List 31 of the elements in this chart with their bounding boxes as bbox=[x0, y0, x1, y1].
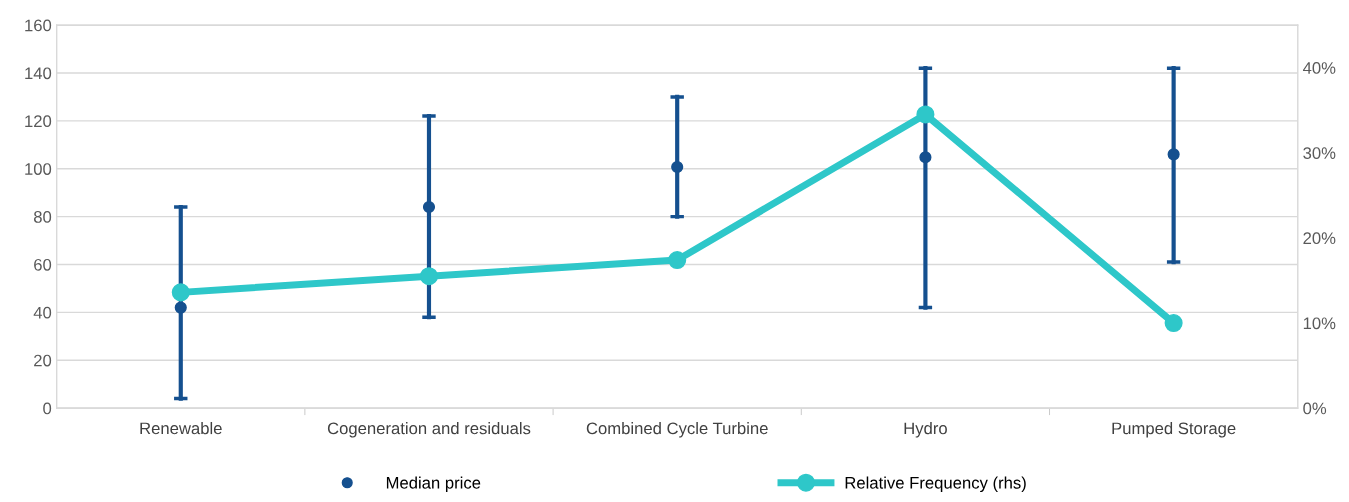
y-tick-label: 0 bbox=[43, 402, 52, 415]
point bbox=[1167, 148, 1180, 161]
legend-label: Relative Frequency (rhs) bbox=[845, 476, 1026, 493]
x-tick-label: Combined Cycle Turbine bbox=[586, 422, 768, 438]
y-tick-label: 160 bbox=[25, 19, 52, 32]
y-tick-label: 120 bbox=[25, 115, 52, 128]
point bbox=[171, 283, 190, 302]
x-tick-label: Hydro bbox=[904, 422, 947, 438]
point bbox=[1164, 313, 1183, 333]
point bbox=[668, 250, 687, 270]
y-tick-label: 140 bbox=[25, 67, 52, 80]
point bbox=[919, 151, 932, 164]
point bbox=[671, 160, 684, 174]
legend-label: Median price bbox=[386, 476, 481, 493]
y2-tick-label: 30% bbox=[1303, 147, 1336, 159]
point bbox=[422, 200, 436, 214]
point bbox=[419, 267, 439, 286]
y-tick-label: 20 bbox=[34, 354, 52, 367]
y-tick-label: 80 bbox=[33, 211, 52, 223]
y-tick-label: 60 bbox=[34, 258, 52, 271]
y2-tick-label: 40% bbox=[1302, 62, 1336, 74]
point bbox=[174, 301, 187, 314]
x-tick-label: Pumped Storage bbox=[1112, 422, 1236, 438]
y2-tick-label: 0% bbox=[1303, 402, 1327, 415]
y-tick-label: 100 bbox=[25, 163, 52, 175]
x-tick-label: Renewable bbox=[140, 422, 222, 435]
x-tick-label: Cogeneration and residuals bbox=[327, 422, 531, 438]
point bbox=[916, 105, 935, 124]
y2-tick-label: 20% bbox=[1303, 232, 1336, 245]
y2-tick-label: 10% bbox=[1303, 317, 1336, 330]
y-tick-label: 40 bbox=[33, 306, 52, 319]
